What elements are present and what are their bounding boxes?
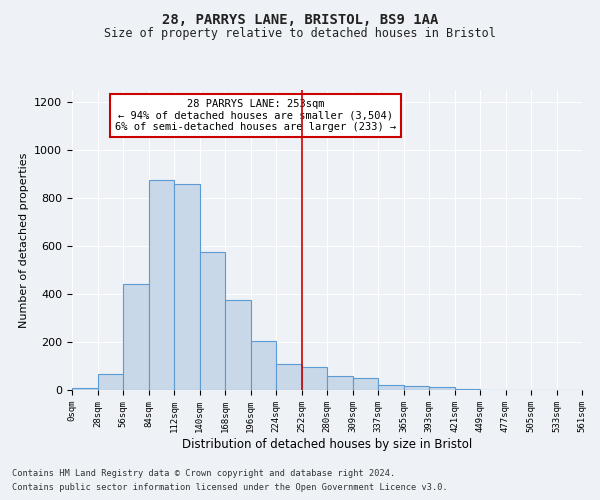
Bar — [199, 252, 225, 390]
Bar — [149, 180, 174, 390]
Text: 28, PARRYS LANE, BRISTOL, BS9 1AA: 28, PARRYS LANE, BRISTOL, BS9 1AA — [162, 12, 438, 26]
Bar — [327, 376, 353, 390]
Bar — [97, 374, 123, 390]
Text: 28 PARRYS LANE: 253sqm
← 94% of detached houses are smaller (3,504)
6% of semi-d: 28 PARRYS LANE: 253sqm ← 94% of detached… — [115, 99, 396, 132]
Bar — [174, 184, 199, 390]
Bar — [353, 378, 378, 390]
Bar — [276, 364, 302, 390]
Y-axis label: Number of detached properties: Number of detached properties — [19, 152, 29, 328]
Bar — [378, 385, 404, 390]
Text: Contains HM Land Registry data © Crown copyright and database right 2024.: Contains HM Land Registry data © Crown c… — [12, 468, 395, 477]
Bar — [302, 367, 327, 390]
Bar — [225, 300, 251, 390]
Bar — [455, 389, 480, 390]
Text: Size of property relative to detached houses in Bristol: Size of property relative to detached ho… — [104, 28, 496, 40]
Bar — [404, 386, 429, 390]
Bar — [429, 387, 455, 390]
Bar — [251, 342, 276, 390]
X-axis label: Distribution of detached houses by size in Bristol: Distribution of detached houses by size … — [182, 438, 472, 450]
Text: Contains public sector information licensed under the Open Government Licence v3: Contains public sector information licen… — [12, 484, 448, 492]
Bar — [123, 284, 149, 390]
Bar — [72, 388, 97, 390]
